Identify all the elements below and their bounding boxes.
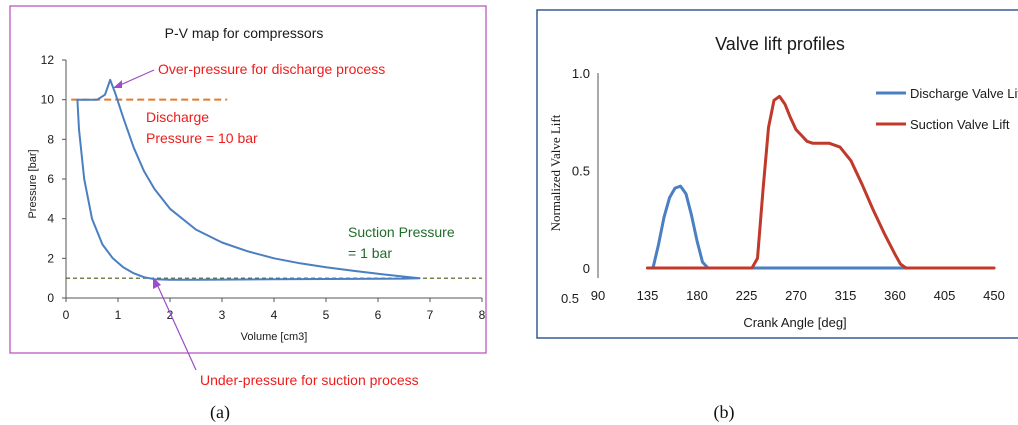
pv-loop-series xyxy=(76,78,421,281)
panel-a-y-tick-label: 8 xyxy=(47,132,54,146)
panel-a-x-tick-label: 3 xyxy=(219,308,226,322)
panel-a-x-tick-label: 2 xyxy=(167,308,174,322)
discharge-valve-lift-series xyxy=(646,184,996,270)
annotation-over-pressure: Over-pressure for discharge process xyxy=(158,61,385,77)
panel-a-x-axis-label: Volume [cm3] xyxy=(241,331,308,343)
panel-b-x-tick-label: 450 xyxy=(983,288,1005,303)
legend-label-discharge: Discharge Valve Lift xyxy=(910,86,1018,101)
panel-a-y-tick-label: 6 xyxy=(47,172,54,186)
panel-a-y-tick-label: 12 xyxy=(41,53,55,67)
panel-b-x-tick-label: 180 xyxy=(686,288,708,303)
panel-b-x-tick-label: 135 xyxy=(637,288,659,303)
panel-b-tick-labels: 90 135 180 225 270 315 360 405 450 0 0.5 1.0 xyxy=(572,66,1005,303)
annotation-under-pressure: Under-pressure for suction process xyxy=(200,372,419,388)
annotation-over-pressure-arrowhead xyxy=(113,80,122,88)
panel-b-y-tick-label: 0 xyxy=(583,261,590,276)
annotation-suction-line-1: Suction Pressure xyxy=(348,224,455,240)
panel-a-y-tick-label: 4 xyxy=(47,212,54,226)
annotation-discharge-line-2: Pressure = 10 bar xyxy=(146,130,258,146)
panel-b-y-tick-label: 1.0 xyxy=(572,66,590,81)
panel-a: P-V map for compressors 0 1 2 3 4 5 6 7 80246810… xyxy=(9,5,487,423)
panel-b-x-axis-label: Crank Angle [deg] xyxy=(743,315,846,330)
panel-b: Valve lift profiles 90 135 180 225 270 315 360… xyxy=(536,9,1018,423)
panel-b-x-tick-label: 315 xyxy=(835,288,857,303)
panel-a-x-tick-label: 8 xyxy=(479,308,486,322)
panel-a-x-tick-label: 4 xyxy=(271,308,278,322)
panel-a-plot-area xyxy=(66,78,482,281)
panel-a-axes xyxy=(62,59,483,302)
panel-b-y-tick-label: 0.5 xyxy=(572,164,590,179)
panel-a-x-tick-label: 0 xyxy=(63,308,70,322)
panel-a-caption: (a) xyxy=(210,402,230,423)
panel-b-frame xyxy=(536,9,1018,339)
panel-a-y-axis-label: Pressure [bar] xyxy=(27,149,39,218)
panel-a-x-tick-label: 7 xyxy=(427,308,434,322)
panel-a-y-tick-label: 0 xyxy=(47,291,54,305)
panel-b-x-tick-label: 360 xyxy=(884,288,906,303)
panel-a-frame xyxy=(9,5,487,354)
panel-b-caption: (b) xyxy=(714,402,735,423)
annotation-over-pressure-arrow xyxy=(117,69,155,87)
panel-a-title: P-V map for compressors xyxy=(165,25,324,41)
suction-valve-lift-series xyxy=(646,94,996,270)
panel-b-title: Valve lift profiles xyxy=(715,34,845,54)
legend-label-suction: Suction Valve Lift xyxy=(910,117,1010,132)
panel-b-x-tick-label: 225 xyxy=(736,288,758,303)
panel-b-extra-tick-label: 0.5 xyxy=(561,291,579,306)
panel-b-plot-area xyxy=(646,94,996,270)
panel-a-x-tick-label: 5 xyxy=(323,308,330,322)
panel-b-legend: Discharge Valve Lift Suction Valve Lift xyxy=(876,86,1018,132)
panel-b-x-tick-label: 405 xyxy=(934,288,956,303)
panel-a-y-tick-label: 2 xyxy=(47,251,54,265)
annotation-suction-line-2: = 1 bar xyxy=(348,245,392,261)
panel-a-x-tick-label: 1 xyxy=(115,308,122,322)
annotation-under-pressure-arrowhead xyxy=(153,277,161,289)
annotation-discharge-line-1: Discharge xyxy=(146,109,209,125)
panel-b-x-tick-label: 270 xyxy=(785,288,807,303)
annotation-under-pressure-arrow xyxy=(155,281,197,371)
panel-b-x-tick-label: 90 xyxy=(591,288,605,303)
panel-a-x-tick-label: 6 xyxy=(375,308,382,322)
panel-a-y-tick-label: 10 xyxy=(41,93,55,107)
panel-b-y-axis-label: Normalized Valve Lift xyxy=(548,114,563,231)
